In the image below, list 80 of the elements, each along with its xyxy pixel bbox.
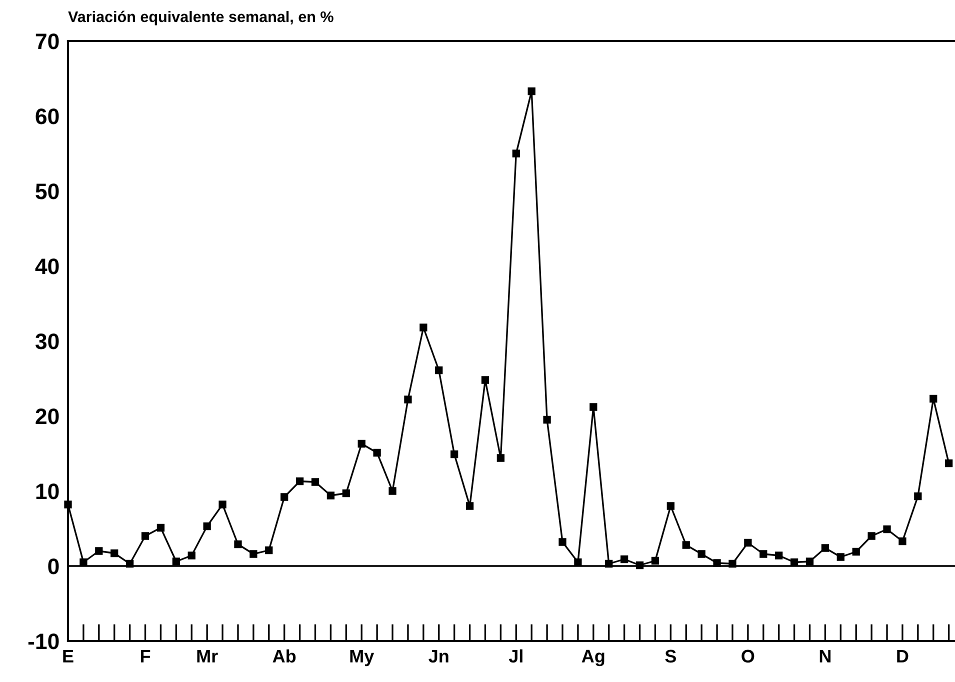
x-tick-label: Ab <box>272 649 296 663</box>
point <box>666 502 674 510</box>
y-tick-label: 70 <box>36 34 59 50</box>
x-tick-label: N <box>820 650 830 662</box>
point <box>466 502 474 510</box>
y-tick-label: 60 <box>36 108 59 124</box>
point <box>543 416 551 424</box>
point <box>636 561 644 570</box>
point <box>620 555 628 564</box>
point <box>868 532 876 540</box>
point <box>110 549 118 558</box>
point <box>496 454 505 462</box>
y-tick-label: -10 <box>28 634 59 650</box>
y-tick-label: 0 <box>48 558 59 574</box>
point <box>203 522 211 530</box>
x-tick-label: D <box>897 650 908 662</box>
point <box>156 524 165 532</box>
point <box>481 376 490 384</box>
point <box>528 87 536 96</box>
x-tick-label: S <box>665 650 676 663</box>
point <box>280 493 288 501</box>
point <box>250 550 258 558</box>
point <box>744 538 752 547</box>
point <box>218 500 226 508</box>
point <box>265 546 273 554</box>
chart-title: Variación equivalente semanal, en % <box>68 10 334 26</box>
x-tick-label: F <box>140 650 150 662</box>
point <box>775 552 783 560</box>
x-tick-label: O <box>742 650 754 663</box>
point <box>945 459 953 468</box>
point <box>450 450 458 458</box>
y-tick-label: 50 <box>36 184 59 200</box>
x-tick-label: Ag <box>582 650 604 666</box>
point <box>141 532 150 540</box>
point <box>95 547 103 555</box>
y-tick-label: 20 <box>36 408 59 424</box>
point <box>898 537 906 546</box>
point <box>605 560 613 568</box>
point <box>821 544 830 552</box>
point <box>512 150 520 158</box>
point <box>311 478 320 486</box>
point <box>64 500 72 508</box>
x-tick-label: Mr <box>197 650 218 662</box>
point <box>326 492 335 500</box>
x-tick-label: Jn <box>428 650 448 663</box>
point <box>713 559 721 567</box>
point <box>914 492 922 500</box>
point <box>930 394 938 403</box>
point <box>590 403 598 411</box>
y-tick-label: 10 <box>36 484 59 500</box>
point <box>651 556 660 565</box>
point <box>728 560 736 568</box>
point <box>574 558 582 566</box>
point <box>435 366 443 374</box>
point <box>234 540 242 548</box>
point <box>806 558 814 566</box>
y-tick-label: 30 <box>35 334 59 350</box>
point <box>852 548 860 556</box>
point <box>342 489 350 498</box>
point <box>698 550 706 558</box>
x-tick-label: Jl <box>508 649 522 663</box>
point <box>296 477 304 486</box>
point <box>388 487 396 495</box>
point <box>760 550 768 558</box>
x-tick-label: My <box>350 650 374 666</box>
x-tick-label: E <box>63 650 74 662</box>
point <box>883 525 891 534</box>
point <box>836 553 844 561</box>
point <box>358 440 366 448</box>
point <box>373 448 381 457</box>
point <box>404 396 412 404</box>
point <box>790 558 798 566</box>
point <box>126 560 134 568</box>
point <box>172 558 180 566</box>
point <box>558 538 566 546</box>
point <box>188 552 196 560</box>
point <box>80 558 88 566</box>
y-tick-label: 40 <box>35 258 59 274</box>
point <box>682 541 690 549</box>
point <box>420 324 428 332</box>
